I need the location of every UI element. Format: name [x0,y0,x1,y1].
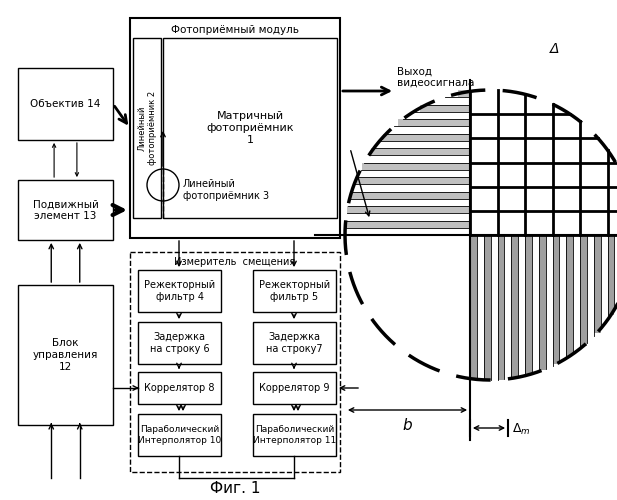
Bar [435,97,470,104]
Text: Объектив 14: Объектив 14 [30,99,101,109]
Bar [253,372,336,404]
Bar [138,372,221,404]
Bar [138,270,221,312]
Bar [130,252,340,472]
Bar [532,235,539,372]
Bar [138,414,221,456]
Text: Фиг. 1: Фиг. 1 [210,481,260,496]
Bar [608,235,615,315]
Bar [355,177,470,184]
Bar [18,180,113,240]
Text: Выход
видеосигнала: Выход видеосигнала [397,66,474,88]
Bar [458,90,470,97]
Bar [347,206,470,213]
Text: Режекторный
фильтр 4: Режекторный фильтр 4 [144,280,215,302]
Text: Блок
управления
12: Блок управления 12 [33,338,98,372]
Text: Коррелятор 8: Коррелятор 8 [144,383,215,393]
Bar [349,198,470,206]
Bar [600,235,608,324]
Bar [566,235,573,356]
Bar [580,235,587,346]
Bar [18,285,113,425]
Text: Задержка
на строку 6: Задержка на строку 6 [150,332,209,354]
Bar [399,119,470,126]
Bar [539,235,545,370]
Bar [253,414,336,456]
Text: Δ: Δ [550,42,560,56]
Bar [253,322,336,364]
Text: Δ$_m$: Δ$_m$ [512,422,531,436]
Text: Линейный
фотоприёмник 2: Линейный фотоприёмник 2 [138,91,157,165]
Bar [130,18,340,238]
Bar [163,38,337,218]
Bar [350,192,470,198]
Bar [511,235,518,378]
Bar [18,68,113,140]
Bar [560,235,566,360]
Bar [594,235,600,332]
Bar [346,213,470,220]
Text: Линейный
фотоприёмник 3: Линейный фотоприёмник 3 [183,179,269,201]
Bar [518,235,525,376]
Text: Матричный
фотоприёмник
1: Матричный фотоприёмник 1 [206,112,294,144]
Bar [545,235,552,368]
Bar [470,235,477,379]
Text: Режекторный
фильтр 5: Режекторный фильтр 5 [259,280,330,302]
Bar [138,322,221,364]
Bar [477,235,484,380]
Bar [377,141,470,148]
Text: Параболический
Интерполятор 11: Параболический Интерполятор 11 [253,426,336,444]
Text: Коррелятор 9: Коррелятор 9 [259,383,329,393]
Bar [358,170,470,177]
Text: Подвижный
элемент 13: Подвижный элемент 13 [33,199,99,221]
Bar [587,235,594,340]
Bar [346,220,470,228]
Bar [366,155,470,162]
Bar [504,235,511,379]
Bar [371,148,470,155]
Bar [390,126,470,134]
Text: b: b [403,418,412,433]
Bar [573,235,580,352]
Text: Измеритель  смещения: Измеритель смещения [175,257,296,267]
Bar [133,38,161,218]
Bar [253,270,336,312]
Text: Параболический
Интерполятор 10: Параболический Интерполятор 10 [138,426,221,444]
Text: Задержка
на строку7: Задержка на строку7 [266,332,323,354]
Bar [408,112,470,119]
Bar [497,235,504,380]
Bar [345,228,470,235]
Bar [362,162,470,170]
Bar [383,134,470,141]
Text: Фотоприёмный модуль: Фотоприёмный модуль [171,25,299,35]
Bar [484,235,491,380]
Bar [353,184,470,192]
Bar [552,235,560,364]
Bar [491,235,497,380]
Bar [420,104,470,112]
Bar [525,235,532,375]
Bar [615,235,617,304]
